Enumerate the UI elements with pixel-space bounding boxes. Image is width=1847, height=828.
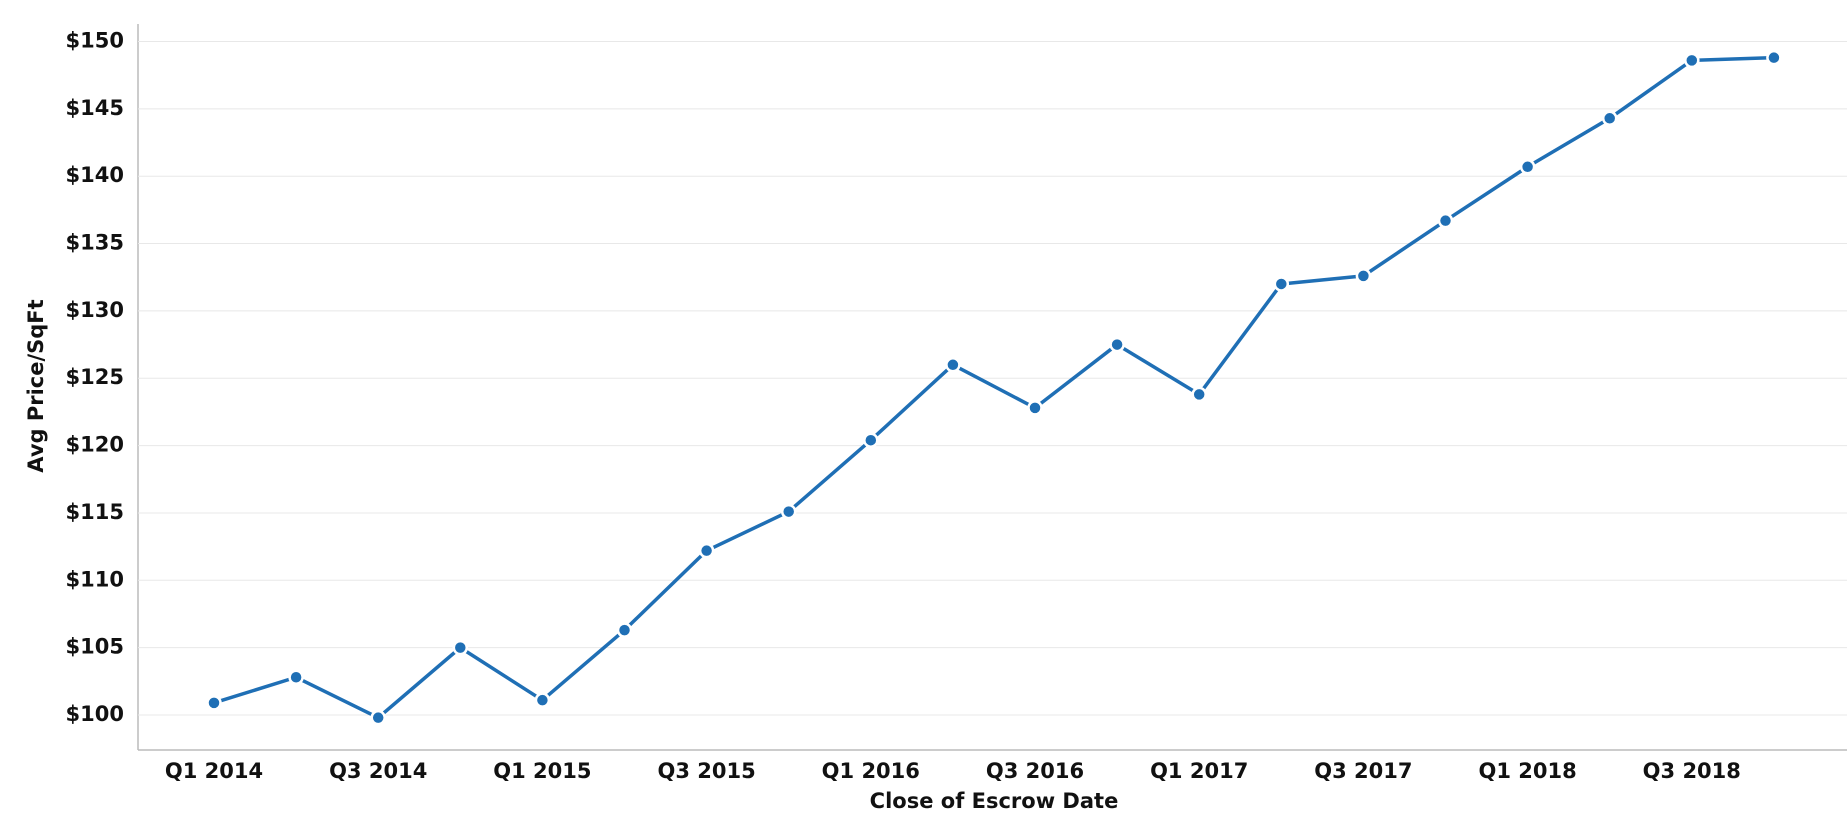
- x-tick-label: Q3 2016: [986, 759, 1084, 783]
- x-axis-title: Close of Escrow Date: [870, 789, 1119, 813]
- line: [213, 55, 1774, 720]
- point: [1684, 52, 1700, 69]
- point: [616, 622, 633, 638]
- y-tick-label: $120: [66, 433, 124, 457]
- point: [945, 357, 961, 373]
- point: [1355, 268, 1372, 284]
- point: [370, 709, 386, 726]
- y-tick-label: $150: [66, 29, 124, 53]
- point: [1437, 212, 1454, 229]
- y-tick-label: $135: [66, 231, 124, 255]
- x-tick-label: Q1 2018: [1478, 759, 1576, 783]
- y-tick-label: $125: [66, 365, 124, 389]
- point: [1519, 159, 1536, 175]
- point: [452, 639, 469, 656]
- y-tick-label: $115: [66, 500, 124, 524]
- y-tick-label: $100: [66, 702, 124, 726]
- x-tick-label: Q1 2017: [1150, 759, 1248, 783]
- y-tick-label: $105: [66, 635, 124, 659]
- x-tick-label: Q1 2014: [165, 759, 263, 783]
- point: [1601, 110, 1618, 127]
- x-tick-label: Q3 2018: [1643, 759, 1741, 783]
- point: [534, 692, 551, 708]
- point: [1766, 49, 1782, 66]
- y-tick-label: $140: [66, 163, 124, 187]
- x-tick-label: Q1 2015: [493, 759, 591, 783]
- point: [863, 432, 879, 448]
- x-tick-label: Q3 2014: [329, 759, 427, 783]
- point: [1027, 400, 1043, 416]
- x-tick-label: Q3 2017: [1314, 759, 1412, 783]
- y-tick-label: $145: [66, 96, 124, 120]
- point: [1109, 336, 1125, 353]
- point: [1191, 386, 1207, 403]
- point: [698, 542, 715, 559]
- point: [1273, 276, 1290, 292]
- y-tick-label: $110: [66, 567, 124, 591]
- y-axis-title: Avg Price/SqFt: [24, 299, 48, 472]
- point: [206, 695, 222, 711]
- point: [288, 669, 304, 686]
- x-tick-label: Q1 2016: [822, 759, 920, 783]
- x-tick-label: Q3 2015: [657, 759, 755, 783]
- point: [780, 503, 797, 520]
- y-tick-label: $130: [66, 298, 124, 322]
